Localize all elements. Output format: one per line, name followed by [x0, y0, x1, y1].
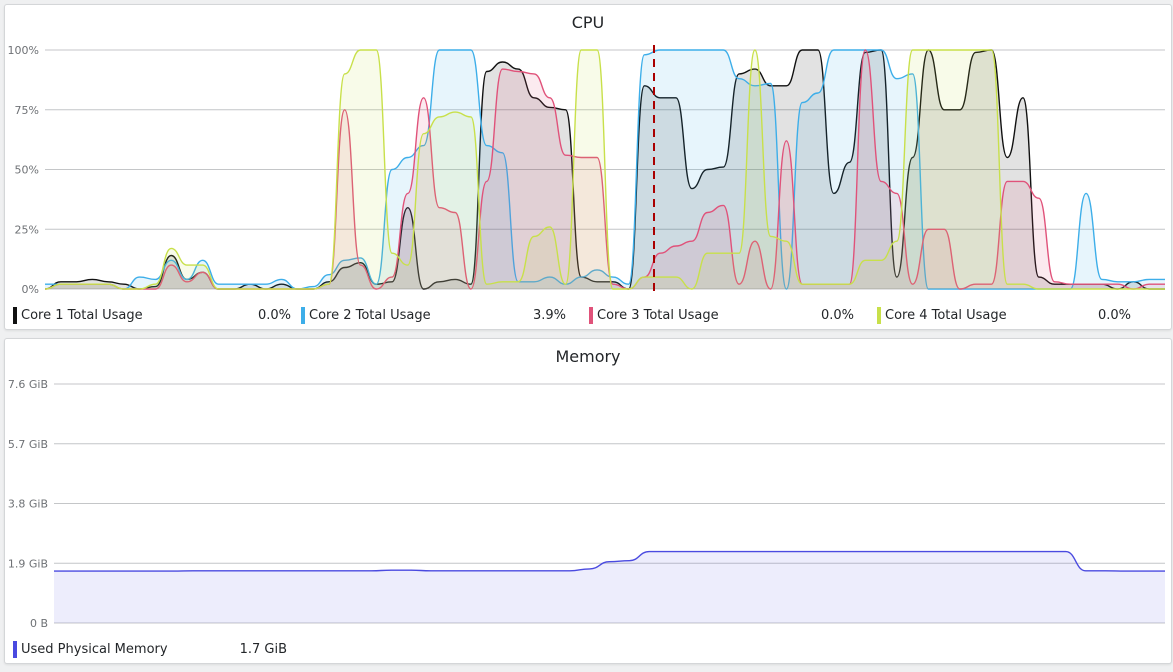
- core3-swatch: [589, 307, 593, 324]
- cpu-tick-label: 75%: [15, 104, 39, 117]
- series-area-1: [54, 551, 1165, 623]
- cpu-chart[interactable]: 100% 75% 50% 25% 0%: [5, 5, 1173, 305]
- cpu-tick-label: 100%: [8, 44, 39, 57]
- core4-swatch: [877, 307, 881, 324]
- series-line-4: [44, 49, 1165, 290]
- core2-label: Core 2 Total Usage: [309, 308, 431, 323]
- core1-value: 0.0%: [257, 308, 291, 323]
- memory-legend: Used Physical Memory 1.7 GiB: [5, 640, 1171, 660]
- legend-core2[interactable]: Core 2 Total Usage 3.9%: [301, 306, 571, 326]
- memory-tick-label: 7.6 GiB: [8, 378, 48, 391]
- core3-value: 0.0%: [820, 308, 854, 323]
- core4-value: 0.0%: [1097, 308, 1131, 323]
- legend-core4[interactable]: Core 4 Total Usage 0.0%: [877, 306, 1147, 326]
- core1-label: Core 1 Total Usage: [21, 308, 143, 323]
- used-memory-label: Used Physical Memory: [21, 642, 168, 657]
- cpu-title: CPU: [571, 13, 605, 32]
- memory-tick-label: 1.9 GiB: [8, 557, 48, 570]
- memory-chart[interactable]: 7.6 GiB 5.7 GiB 3.8 GiB 1.9 GiB 0 B: [5, 339, 1173, 639]
- series-area-3: [45, 50, 1165, 289]
- cpu-legend: Core 1 Total Usage 0.0% Core 2 Total Usa…: [5, 306, 1171, 326]
- memory-tick-label: 3.8 GiB: [8, 498, 48, 511]
- memory-panel: Memory 7.6 GiB 5.7 GiB 3.8 GiB 1.9 GiB 0 B U…: [4, 338, 1172, 664]
- core2-value: 3.9%: [532, 308, 566, 323]
- core2-swatch: [301, 307, 305, 324]
- cpu-tick-label: 25%: [15, 223, 39, 236]
- series-area-1: [45, 50, 1165, 289]
- core4-label: Core 4 Total Usage: [885, 308, 1007, 323]
- core1-swatch: [13, 307, 17, 324]
- cpu-tick-label: 0%: [22, 283, 39, 296]
- legend-core3[interactable]: Core 3 Total Usage 0.0%: [589, 306, 859, 326]
- memory-title: Memory: [555, 347, 621, 366]
- used-memory-value: 1.7 GiB: [239, 642, 287, 657]
- legend-core1[interactable]: Core 1 Total Usage 0.0%: [13, 306, 291, 326]
- cpu-tick-label: 50%: [15, 164, 39, 177]
- memory-tick-label: 0 B: [30, 617, 48, 630]
- core3-label: Core 3 Total Usage: [597, 308, 719, 323]
- cpu-panel: CPU 100% 75% 50% 25% 0% Core 1 Total Usage 0…: [4, 4, 1172, 330]
- series-line-1: [54, 550, 1165, 572]
- used-memory-swatch: [13, 641, 17, 658]
- memory-tick-label: 5.7 GiB: [8, 438, 48, 451]
- legend-used-memory[interactable]: Used Physical Memory 1.7 GiB: [13, 640, 293, 660]
- series-line-2: [45, 49, 1165, 290]
- series-area-2: [45, 50, 1165, 289]
